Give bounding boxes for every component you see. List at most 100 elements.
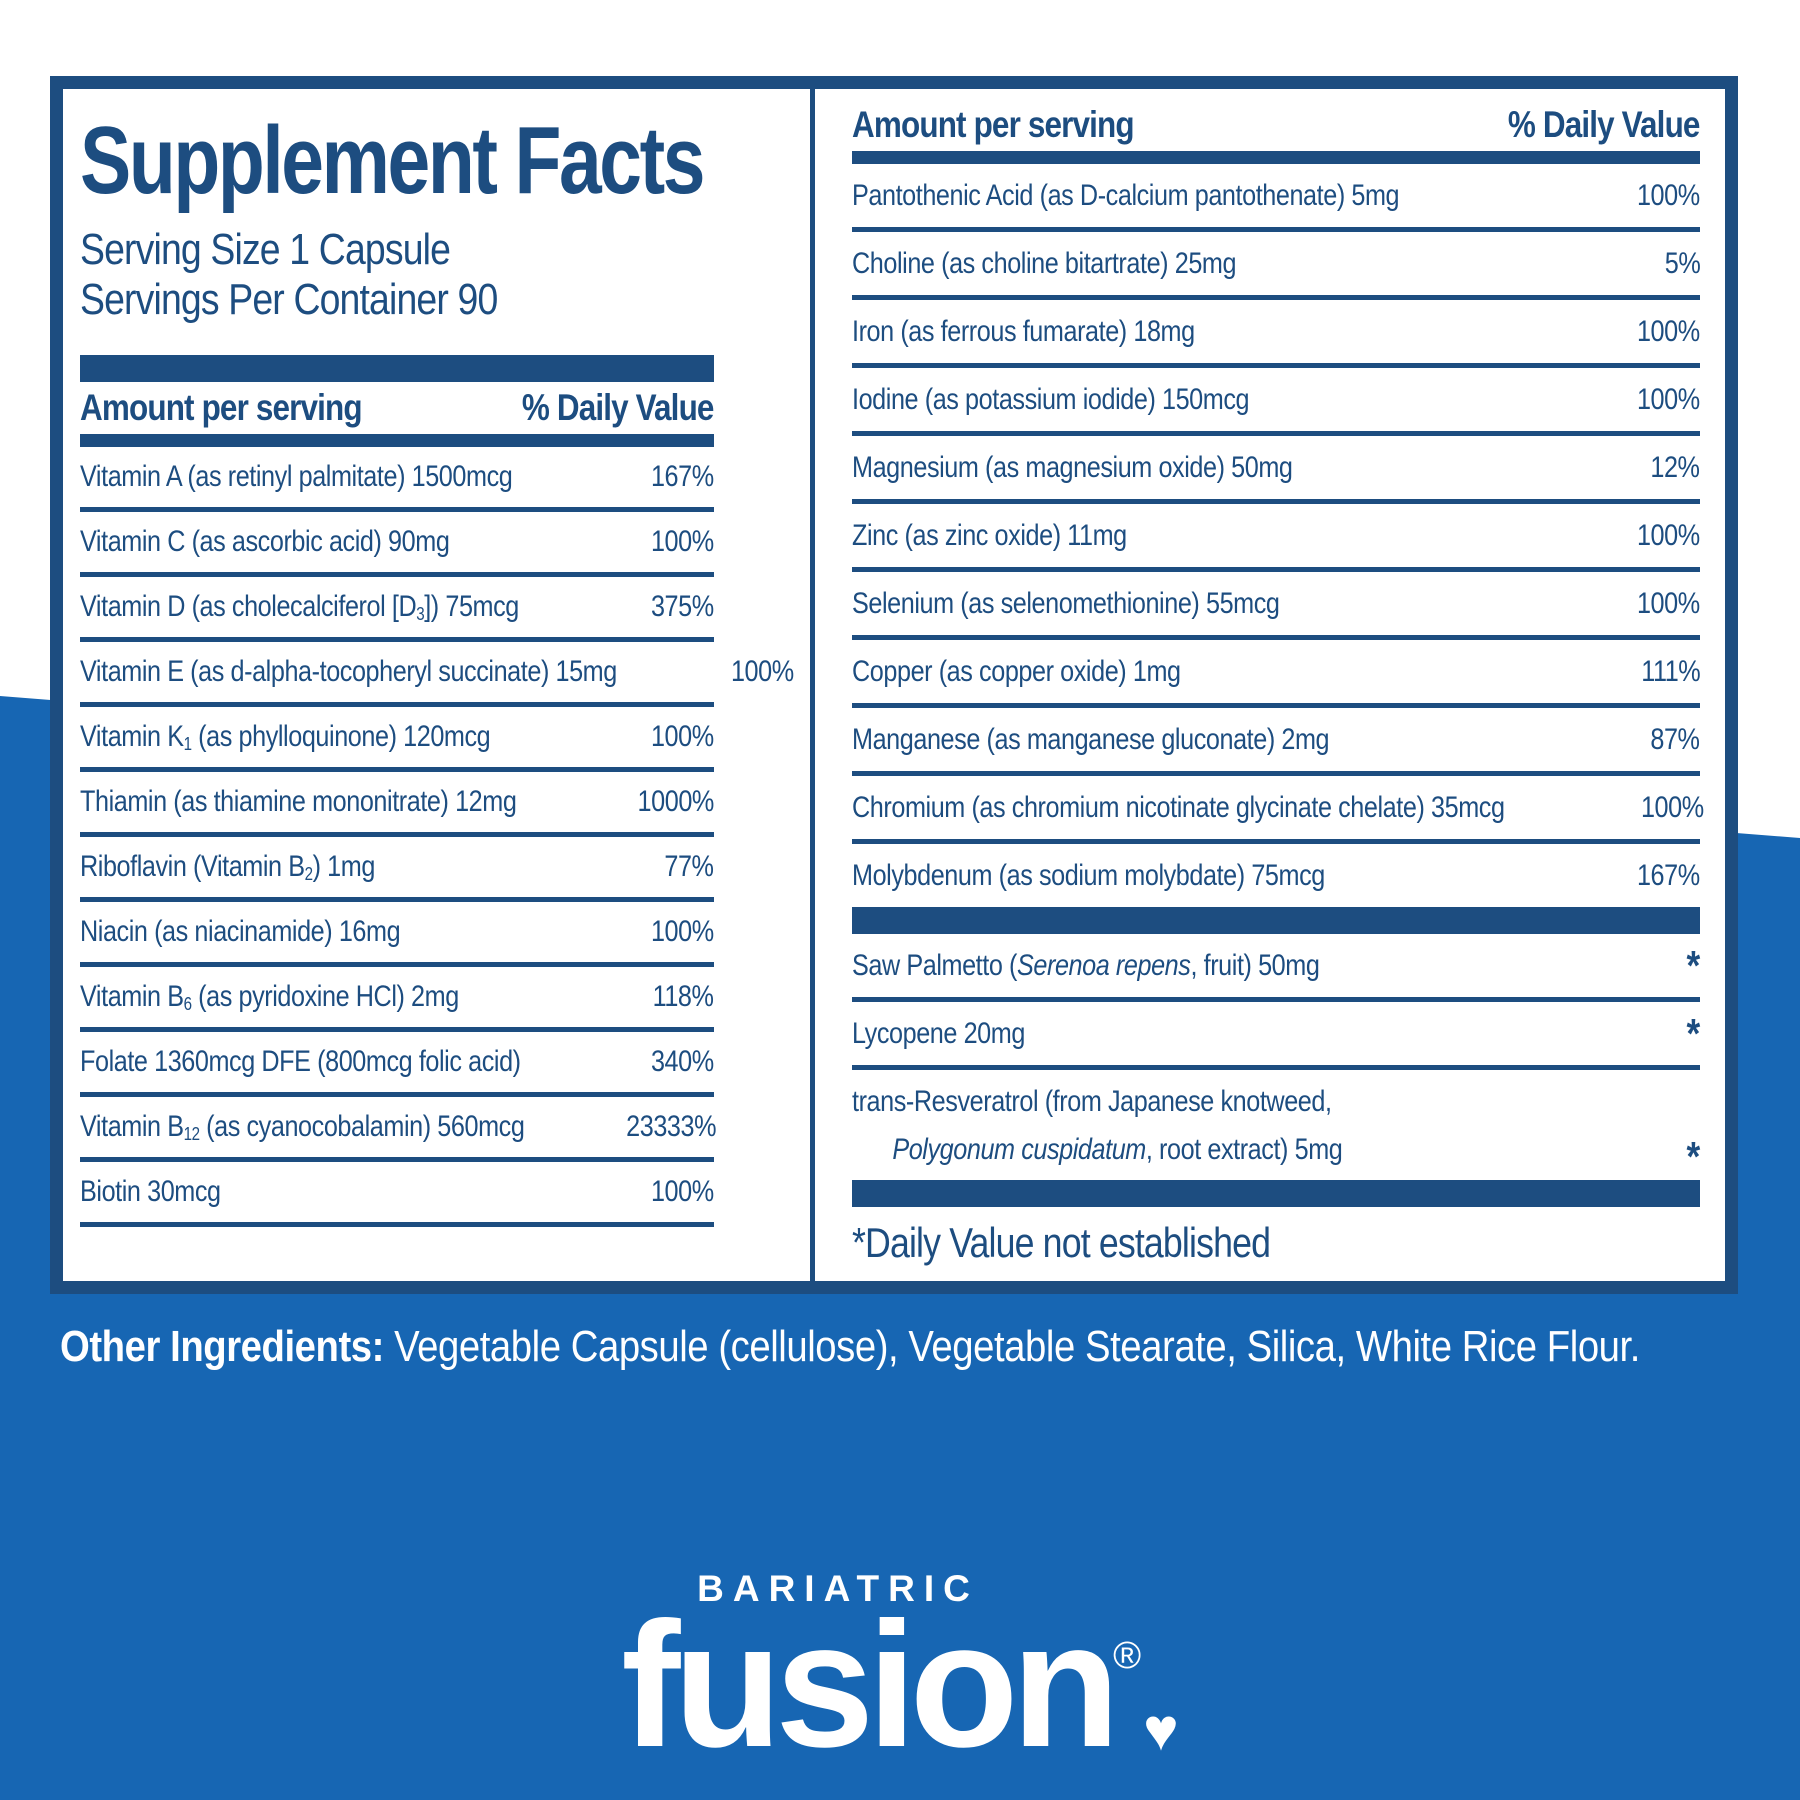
daily-value: *	[1686, 941, 1701, 989]
row-separator	[80, 767, 714, 772]
nutrient-row: Pantothenic Acid (as D-calcium pantothen…	[852, 178, 1700, 212]
divider-bar	[80, 355, 714, 382]
row-separator	[852, 997, 1700, 1002]
nutrient-row: Vitamin K1 (as phylloquinone) 120mcg 100%	[80, 719, 714, 754]
panel-title: Supplement Facts	[80, 107, 705, 214]
row-separator	[852, 567, 1700, 572]
daily-value: 100%	[731, 655, 794, 688]
other-ingredients-text: Vegetable Capsule (cellulose), Vegetable…	[383, 1322, 1640, 1371]
serving-info: Serving Size 1 Capsule Servings Per Cont…	[80, 225, 619, 325]
nutrient-row: Iron (as ferrous fumarate) 18mg 100%	[852, 314, 1700, 348]
daily-value: 167%	[651, 460, 714, 493]
logo-fusion-text: fusion®♥	[0, 1596, 1800, 1774]
serving-size: Serving Size 1 Capsule	[80, 225, 451, 274]
daily-value-header: % Daily Value	[522, 387, 715, 428]
row-separator	[80, 572, 714, 577]
nutrient-row: Vitamin E (as d-alpha-tocopheryl succina…	[80, 655, 794, 688]
nutrient-row: Molybdenum (as sodium molybdate) 75mcg 16…	[852, 858, 1700, 892]
supplement-facts-panel: Supplement Facts Serving Size 1 Capsule …	[50, 76, 1738, 1294]
nutrient-row: Vitamin C (as ascorbic acid) 90mg 100%	[80, 525, 714, 558]
left-table-header: Amount per serving % Daily Value	[80, 382, 715, 434]
row-separator	[80, 1157, 714, 1162]
nutrient-row: Biotin 30mcg 100%	[80, 1175, 714, 1208]
daily-value: 340%	[651, 1045, 714, 1078]
daily-value: 100%	[651, 915, 714, 948]
daily-value: 100%	[1637, 518, 1700, 552]
row-separator	[80, 507, 714, 512]
nutrient-row: Saw Palmetto (Serenoa repens, fruit) 50m…	[852, 941, 1701, 989]
nutrient-row: Thiamin (as thiamine mononitrate) 12mg 10…	[80, 785, 715, 818]
nutrient-row: Zinc (as zinc oxide) 11mg 100%	[852, 518, 1700, 552]
row-separator	[852, 1065, 1700, 1070]
registered-trademark-icon: ®	[1113, 1635, 1142, 1677]
daily-value: *	[1686, 1133, 1701, 1181]
daily-value-header: % Daily Value	[1508, 104, 1701, 145]
row-separator	[80, 832, 714, 837]
divider-bar	[80, 434, 714, 447]
daily-value: 100%	[651, 525, 714, 558]
row-separator	[852, 703, 1700, 708]
row-separator	[852, 363, 1700, 368]
daily-value: 100%	[1640, 790, 1704, 824]
row-separator	[80, 897, 714, 902]
daily-value: *	[1686, 1009, 1701, 1057]
bariatric-fusion-logo: BARIATRIC fusion®♥	[0, 1568, 1800, 1774]
daily-value: 5%	[1664, 246, 1700, 280]
left-column: Supplement Facts Serving Size 1 Capsule …	[80, 107, 794, 1227]
daily-value: 100%	[1637, 586, 1700, 620]
botanical-rows: Saw Palmetto (Serenoa repens, fruit) 50m…	[852, 934, 1700, 1180]
right-nutrient-rows: Pantothenic Acid (as D-calcium pantothen…	[852, 164, 1704, 907]
row-separator	[80, 702, 714, 707]
amount-header: Amount per serving	[80, 387, 363, 428]
row-separator	[80, 1027, 714, 1032]
nutrient-row: Magnesium (as magnesium oxide) 50mg 12%	[852, 450, 1701, 484]
other-ingredients: Other Ingredients: Vegetable Capsule (ce…	[60, 1322, 1640, 1372]
daily-value: 111%	[1640, 654, 1700, 688]
logo-wordmark: fusion	[621, 1585, 1120, 1784]
daily-value: 23333%	[626, 1110, 717, 1143]
divider-bar	[852, 151, 1700, 164]
daily-value: 118%	[653, 980, 714, 1013]
daily-value: 87%	[1650, 722, 1701, 756]
daily-value: 375%	[651, 590, 714, 623]
row-separator	[852, 635, 1700, 640]
row-separator	[852, 295, 1700, 300]
divider-bar	[852, 1180, 1700, 1207]
daily-value: 100%	[1637, 178, 1700, 212]
nutrient-row: Chromium (as chromium nicotinate glycina…	[852, 790, 1704, 824]
row-separator	[80, 962, 714, 967]
nutrient-row: Vitamin D (as cholecalciferol [D3]) 75mc…	[80, 589, 714, 624]
row-separator	[852, 839, 1700, 844]
daily-value: 100%	[1637, 314, 1700, 348]
daily-value: 167%	[1637, 858, 1700, 892]
nutrient-row: Niacin (as niacinamide) 16mg 100%	[80, 915, 714, 948]
nutrient-row: Copper (as copper oxide) 1mg 111%	[852, 654, 1700, 688]
row-separator	[852, 431, 1700, 436]
nutrient-row: Selenium (as selenomethionine) 55mcg 100%	[852, 586, 1700, 620]
daily-value: 1000%	[637, 785, 715, 818]
nutrient-row: Vitamin A (as retinyl palmitate) 1500mcg…	[80, 460, 714, 493]
nutrient-row: Manganese (as manganese gluconate) 2mg 87…	[852, 722, 1701, 756]
nutrient-row: Vitamin B6 (as pyridoxine HCl) 2mg 118%	[80, 979, 714, 1014]
nutrient-row: Riboflavin (Vitamin B2) 1mg 77%	[80, 849, 715, 884]
heart-icon: ♥	[1143, 1696, 1179, 1763]
other-ingredients-label: Other Ingredients:	[60, 1322, 384, 1371]
daily-value: 100%	[651, 1175, 714, 1208]
nutrient-row: Choline (as choline bitartrate) 25mg 5%	[852, 246, 1700, 280]
right-column: Amount per serving % Daily Value Pantoth…	[852, 99, 1704, 1267]
nutrient-row: trans-Resveratrol (from Japanese knotwee…	[852, 1085, 1701, 1181]
servings-per-container: Servings Per Container 90	[80, 275, 498, 324]
nutrient-row: Folate 1360mcg DFE (800mcg folic acid) 34…	[80, 1045, 714, 1078]
row-separator	[80, 1092, 714, 1097]
nutrient-row: Iodine (as potassium iodide) 150mcg 100%	[852, 382, 1700, 416]
nutrient-row: Lycopene 20mg *	[852, 1009, 1701, 1057]
daily-value: 77%	[664, 850, 715, 883]
row-separator	[852, 499, 1700, 504]
daily-value: 12%	[1650, 450, 1701, 484]
nutrient-row: Vitamin B12 (as cyanocobalamin) 560mcg 23…	[80, 1109, 717, 1144]
row-separator	[852, 771, 1700, 776]
right-table-header: Amount per serving % Daily Value	[852, 99, 1701, 151]
amount-header: Amount per serving	[852, 104, 1135, 145]
daily-value-footnote: *Daily Value not established	[852, 1219, 1271, 1266]
